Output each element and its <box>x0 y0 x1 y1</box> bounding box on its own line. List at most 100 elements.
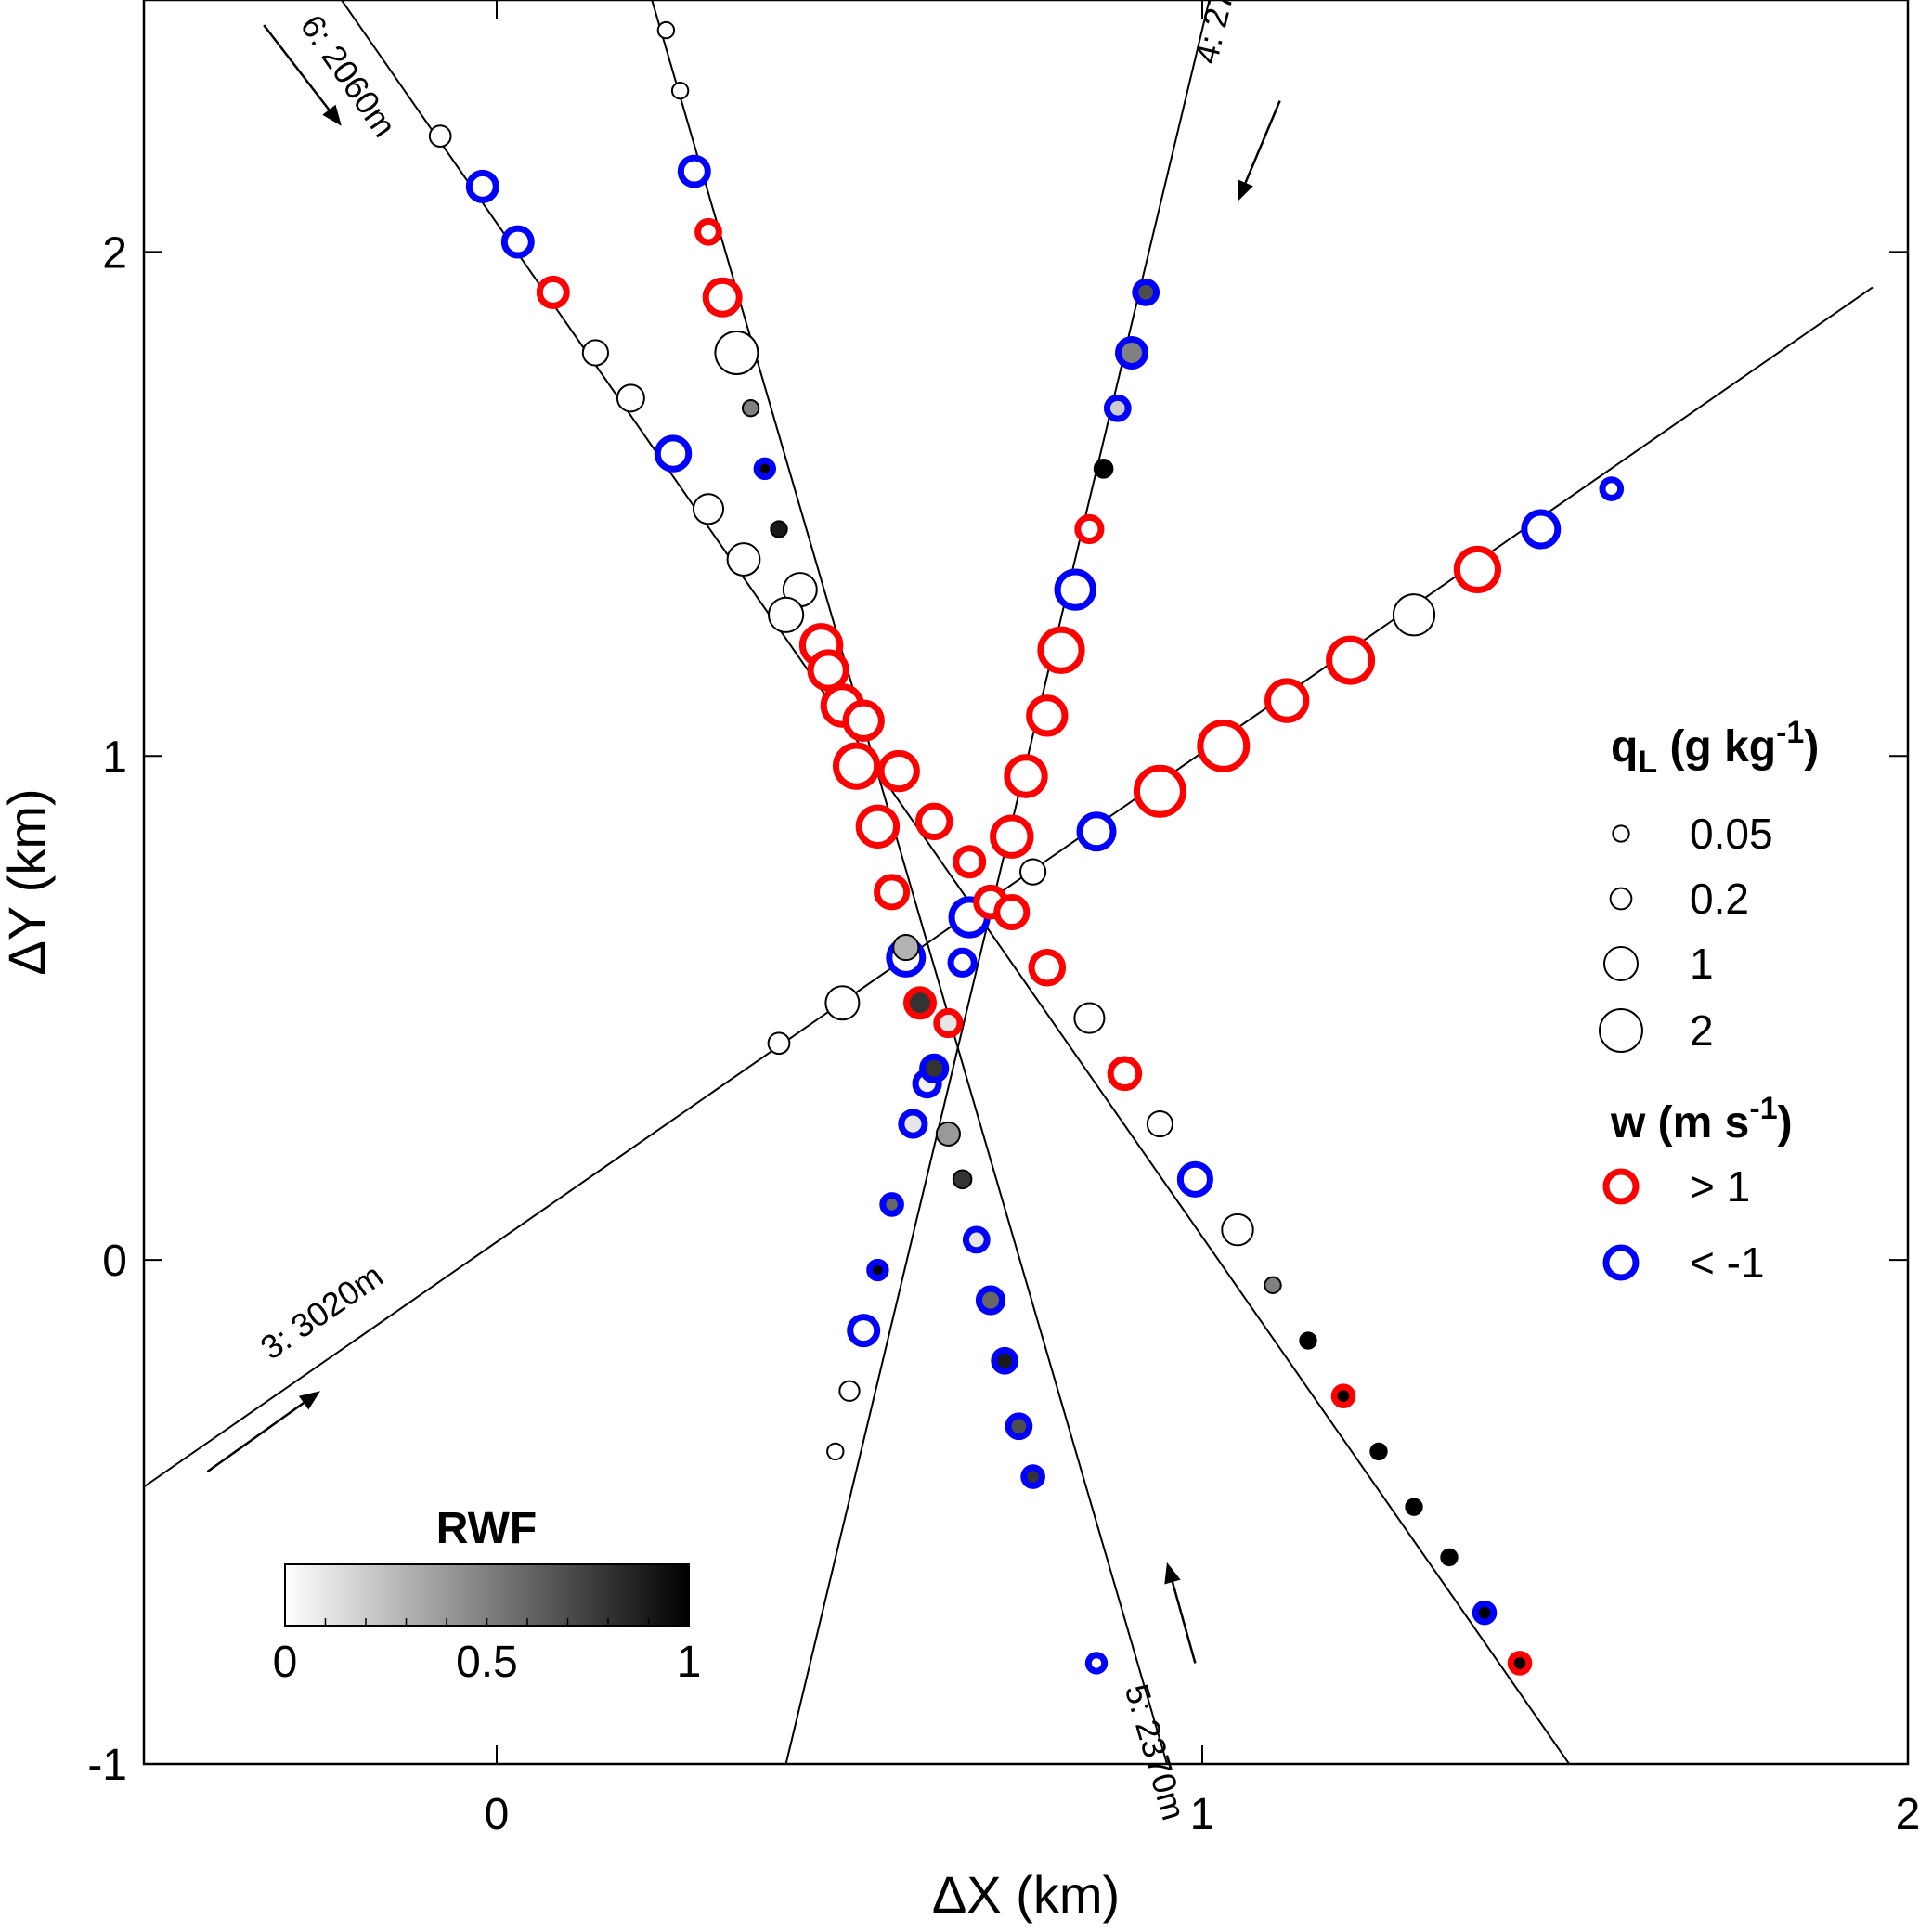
size-legend-marker <box>1599 1008 1643 1053</box>
data-point <box>670 82 690 100</box>
data-point <box>1392 593 1436 637</box>
data-point <box>768 596 805 633</box>
data-point <box>694 217 722 246</box>
data-point <box>741 399 760 418</box>
flight-arrows <box>206 24 1281 1664</box>
x-tick-label: 2 <box>1896 1790 1919 1839</box>
data-point <box>826 1442 845 1461</box>
size-legend-title: qL (g kg-1) <box>1611 715 1819 780</box>
data-point <box>1133 764 1186 818</box>
data-points <box>428 20 1625 1676</box>
data-point <box>692 493 725 525</box>
flight-labels: 3: 3020m 4: 2710m 5: 2370m 6: 2060m <box>253 0 1256 1824</box>
data-point <box>465 169 499 203</box>
data-point <box>616 383 645 413</box>
data-point <box>993 894 1031 931</box>
colorbar-tick-label: 1 <box>677 1638 702 1687</box>
data-point <box>536 275 570 309</box>
w-legend-marker <box>1602 1168 1640 1205</box>
data-point <box>581 339 609 367</box>
flight-track-line <box>340 0 1571 1764</box>
flight-track-line <box>144 286 1874 1488</box>
w-legend-title: w (m s-1) <box>1610 1091 1793 1148</box>
data-point <box>714 331 759 375</box>
data-point <box>847 1314 881 1348</box>
flight-direction-arrow <box>263 24 331 111</box>
size-legend-marker <box>1603 946 1639 981</box>
data-point <box>1076 811 1117 852</box>
data-point <box>962 1225 991 1254</box>
data-point <box>500 225 535 259</box>
size-legend-label: 1 <box>1690 940 1714 988</box>
colorbar-gradient <box>284 1563 690 1627</box>
data-point <box>1326 635 1376 685</box>
colorbar-tick-label: 0.5 <box>456 1638 518 1687</box>
data-point <box>877 749 920 793</box>
data-point <box>770 520 788 538</box>
data-point <box>1103 394 1132 422</box>
w-legend-marker <box>1602 1244 1640 1281</box>
data-point <box>1005 1412 1033 1441</box>
y-tick-label: -1 <box>87 1741 127 1790</box>
colorbar-title: RWF <box>436 1504 537 1553</box>
data-point <box>1107 1056 1143 1092</box>
data-point <box>975 1285 1006 1316</box>
data-point <box>990 814 1034 859</box>
data-point <box>753 457 776 481</box>
colorbar-tick-label: 0 <box>273 1638 298 1687</box>
data-point <box>1037 626 1085 674</box>
data-point <box>824 985 861 1021</box>
data-point <box>1369 1442 1388 1461</box>
data-point <box>428 124 452 148</box>
plot-frame <box>142 0 1910 1766</box>
x-tick-label: 0 <box>485 1790 510 1839</box>
data-point <box>879 1192 904 1217</box>
data-point <box>1472 1600 1498 1626</box>
data-point <box>952 1169 973 1190</box>
data-point <box>1599 476 1625 501</box>
data-point <box>677 154 711 188</box>
data-point <box>855 804 901 849</box>
data-point <box>1299 1331 1317 1350</box>
y-tick-label: 1 <box>102 733 127 782</box>
data-point <box>838 1380 861 1402</box>
data-point <box>1115 336 1148 370</box>
data-point <box>656 20 676 40</box>
x-tick-label: 1 <box>1190 1790 1215 1839</box>
data-point <box>1197 719 1251 772</box>
data-point <box>1028 949 1067 987</box>
data-point <box>1176 1160 1213 1198</box>
data-point <box>1054 568 1096 611</box>
data-point <box>919 1053 950 1083</box>
data-point <box>1084 1652 1109 1675</box>
flight-tracks <box>144 0 1874 1764</box>
data-point <box>898 1109 928 1139</box>
x-axis-label: ΔX (km) <box>932 1865 1120 1924</box>
size-legend-marker <box>1612 824 1630 843</box>
flight-direction-arrowhead <box>298 1391 320 1410</box>
data-point <box>833 742 881 790</box>
data-point <box>1521 509 1562 550</box>
flight-direction-arrow <box>1171 1581 1197 1664</box>
data-point <box>874 874 911 911</box>
data-point <box>1132 278 1160 306</box>
flight-label: 5: 2370m <box>1118 1679 1193 1824</box>
data-point <box>1221 1212 1254 1247</box>
data-point <box>1019 858 1047 886</box>
w-legend-label: < -1 <box>1690 1238 1765 1287</box>
data-point <box>1264 678 1310 723</box>
w-legend-label: > 1 <box>1690 1162 1750 1211</box>
data-point <box>866 1258 889 1282</box>
data-point <box>1507 1651 1533 1676</box>
data-point <box>1405 1498 1423 1516</box>
flight-label: 4: 2710m <box>1186 0 1256 67</box>
y-axis-label: ΔY (km) <box>0 788 56 975</box>
size-legend-marker <box>1609 887 1633 911</box>
data-point <box>1146 1109 1173 1138</box>
data-point <box>1264 1276 1282 1294</box>
rwf-colorbar: RWF 0 0.5 1 <box>273 1504 702 1687</box>
data-point <box>991 1346 1019 1375</box>
data-point <box>726 542 761 577</box>
data-point <box>1026 694 1069 737</box>
